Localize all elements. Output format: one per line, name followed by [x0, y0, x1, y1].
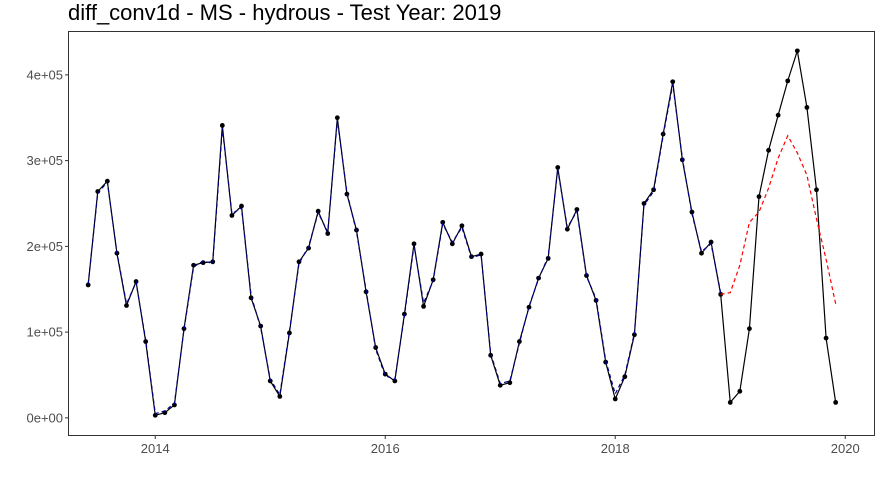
observed-data-point [440, 219, 446, 225]
observed-data-point [737, 388, 743, 394]
observed-data-point [459, 223, 465, 229]
observed-data-point [814, 187, 819, 193]
observed-data-point [804, 105, 810, 110]
observed-data-point [239, 203, 244, 209]
observed-data-point [708, 239, 714, 245]
observed-data-point [823, 335, 829, 341]
observed-data-point [756, 194, 762, 200]
observed-data-point [833, 400, 839, 405]
observed-data-point [699, 250, 704, 256]
observed-data-point [555, 165, 561, 170]
x-tick-label: 2014 [141, 441, 170, 456]
observed-data-point [564, 226, 570, 232]
observed-data-point [670, 79, 676, 85]
fitted-series-line [87, 84, 722, 415]
observed-data-point [402, 311, 407, 317]
y-axis: 0e+00 1e+05 2e+05 3e+05 4e+05 [26, 67, 69, 425]
observed-series-line [87, 50, 837, 417]
y-tick-label: 4e+05 [26, 67, 63, 82]
observed-data-point [229, 213, 235, 218]
observed-data-point [612, 396, 618, 402]
observed-data-point [124, 303, 129, 308]
observed-data-point [775, 112, 781, 118]
observed-data-point [641, 201, 647, 206]
y-tick-label: 3e+05 [26, 153, 63, 168]
series-layer [85, 48, 839, 418]
observed-data-point [574, 207, 580, 212]
x-tick-label: 2016 [371, 441, 400, 456]
observed-data-point [526, 304, 532, 310]
observed-data-point [497, 382, 503, 388]
observed-data-point [334, 115, 340, 121]
y-tick-label: 0e+00 [26, 410, 63, 425]
observed-data-point [219, 123, 225, 128]
observed-data-point [287, 330, 292, 336]
x-tick-label: 2020 [831, 441, 860, 456]
observed-data-point [785, 78, 791, 84]
forecast-series-line [720, 134, 837, 304]
observed-data-point [507, 380, 513, 386]
chart-title: diff_conv1d - MS - hydrous - Test Year: … [68, 0, 502, 25]
plot-panel-border [68, 31, 875, 436]
observed-data-point [794, 48, 800, 54]
observed-data-point [325, 231, 331, 236]
observed-data-point [718, 291, 724, 297]
observed-data-point [421, 303, 426, 309]
observed-data-point [267, 378, 273, 384]
observed-data-point [411, 241, 417, 247]
observed-data-point [143, 339, 149, 344]
observed-data-point [449, 241, 455, 247]
x-tick-label: 2018 [601, 441, 630, 456]
observed-data-point [85, 282, 91, 288]
observed-data-point [277, 394, 283, 399]
observed-data-point [632, 332, 637, 338]
observed-data-point [152, 412, 158, 418]
observed-data-point [478, 251, 484, 257]
observed-data-point [689, 209, 695, 215]
observed-data-point [727, 400, 733, 405]
y-tick-label: 1e+05 [26, 325, 63, 340]
y-tick-label: 2e+05 [26, 239, 63, 254]
observed-data-point [181, 326, 187, 332]
x-axis: 2014 2016 2018 2020 [141, 435, 860, 456]
observed-data-point [766, 147, 771, 153]
observed-data-point [747, 326, 752, 332]
observed-data-point [392, 378, 398, 384]
observed-data-point [315, 208, 321, 214]
observed-data-point [517, 339, 522, 344]
